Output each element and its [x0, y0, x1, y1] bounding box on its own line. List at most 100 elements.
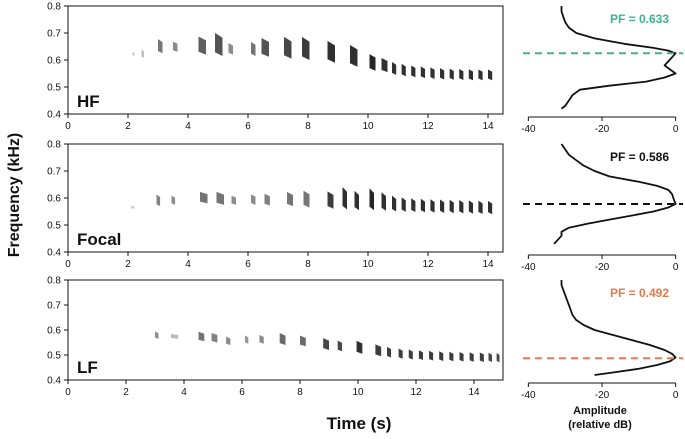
song-note	[408, 349, 413, 360]
song-note	[198, 331, 205, 342]
x-tick-label: 12	[422, 121, 434, 132]
song-note	[170, 334, 179, 339]
x-tick-label: 12	[410, 387, 422, 398]
song-note	[488, 200, 493, 215]
song-note	[375, 344, 382, 357]
song-note	[327, 191, 334, 209]
song-note	[401, 197, 406, 212]
song-note	[251, 41, 256, 56]
song-note	[381, 58, 388, 73]
plot-frame	[67, 143, 504, 253]
y-tick-label: 0.5	[47, 351, 61, 362]
x-tick-label: 2	[125, 259, 131, 270]
x-tick-label: 6	[245, 121, 251, 132]
y-tick-label: 0.5	[47, 221, 61, 232]
song-note	[259, 334, 264, 344]
y-tick-label: 0.8	[47, 140, 61, 151]
peak-frequency-label: PF = 0.492	[610, 286, 669, 300]
amplitude-curve	[560, 6, 677, 110]
song-note	[459, 352, 464, 362]
song-note	[420, 198, 425, 213]
y-tick-label: 0.7	[47, 167, 61, 178]
song-note	[226, 336, 231, 345]
song-note	[411, 65, 416, 78]
song-note	[468, 200, 473, 214]
x-tick-label: 0	[673, 124, 679, 135]
x-tick-label: -40	[521, 390, 536, 401]
song-note	[439, 351, 444, 361]
song-note	[244, 335, 249, 344]
spectrogram-panel-hf: 0 2 4 6 8 10 12 14 0.4 0.5 0.6 0.7 0.8 HF	[47, 2, 504, 132]
y-tick-label: 0.6	[47, 56, 61, 67]
amplitude-panel-focal: -40 -20 0 PF = 0.586	[521, 143, 683, 273]
song-note	[381, 192, 386, 211]
song-note	[302, 36, 310, 60]
song-note	[131, 205, 135, 209]
song-note	[449, 351, 454, 362]
x-tick-label: 8	[305, 259, 311, 270]
plot-frame	[67, 5, 504, 115]
y-tick-label: 0.4	[47, 248, 61, 259]
y-tick-label: 0.8	[47, 276, 61, 287]
song-note	[251, 194, 256, 205]
song-note	[337, 340, 343, 352]
x-tick-label: 0	[65, 121, 71, 132]
song-note	[449, 199, 454, 214]
x-tick-label: 0	[65, 387, 71, 398]
x-tick-label: 0	[673, 390, 679, 401]
song-note	[264, 193, 270, 206]
song-note	[479, 352, 484, 362]
song-note	[279, 333, 286, 345]
x-tick-label: 14	[482, 121, 494, 132]
x-tick-label: 8	[305, 121, 311, 132]
song-note	[401, 63, 406, 77]
amplitude-panel-hf: -40 -20 0 PF = 0.633	[521, 6, 683, 135]
song-note	[449, 68, 454, 80]
song-note	[478, 200, 483, 214]
frequency-axis-label: Frequency (kHz)	[6, 133, 23, 257]
spectrogram-panel-lf: 0 2 4 6 8 10 12 14 0.4 0.5 0.6 0.7 0.8 LF	[47, 276, 504, 398]
x-tick-label: 14	[468, 387, 480, 398]
song-note	[392, 62, 397, 75]
song-note	[303, 190, 310, 208]
song-note	[198, 36, 206, 55]
song-note	[228, 43, 233, 55]
song-note	[354, 190, 359, 211]
x-tick-label: 0	[673, 262, 679, 273]
song-note	[300, 335, 306, 347]
song-note	[398, 348, 403, 359]
x-tick-label: 4	[181, 387, 187, 398]
amplitude-axis-label-line1: Amplitude	[573, 405, 627, 417]
x-tick-label: 12	[422, 259, 434, 270]
x-tick-label: 4	[185, 259, 191, 270]
song-note	[430, 67, 435, 79]
song-note	[488, 352, 492, 362]
y-tick-label: 0.8	[47, 2, 61, 13]
y-tick-label: 0.6	[47, 326, 61, 337]
song-note	[468, 69, 473, 81]
peak-frequency-label: PF = 0.633	[610, 12, 669, 26]
x-tick-label: -20	[595, 262, 610, 273]
amplitude-panel-lf: -40 -20 0 PF = 0.492	[521, 280, 683, 401]
time-axis-label: Time (s)	[327, 414, 392, 433]
song-note	[496, 352, 500, 363]
song-note	[440, 199, 445, 213]
song-note	[418, 350, 423, 360]
song-note	[430, 199, 435, 213]
song-note	[440, 68, 445, 80]
amplitude-curve	[560, 280, 677, 376]
song-note	[200, 191, 208, 204]
song-note	[429, 350, 434, 361]
song-note	[323, 338, 329, 350]
song-note	[155, 331, 159, 339]
peak-frequency-label: PF = 0.586	[610, 150, 669, 164]
song-note	[158, 39, 163, 54]
x-tick-label: 10	[352, 387, 364, 398]
song-note	[459, 68, 464, 80]
song-note	[216, 191, 224, 205]
x-tick-label: 10	[362, 121, 374, 132]
song-note	[459, 200, 464, 214]
x-tick-label: -40	[521, 262, 536, 273]
song-note	[488, 69, 493, 81]
panel-label: LF	[77, 358, 98, 377]
